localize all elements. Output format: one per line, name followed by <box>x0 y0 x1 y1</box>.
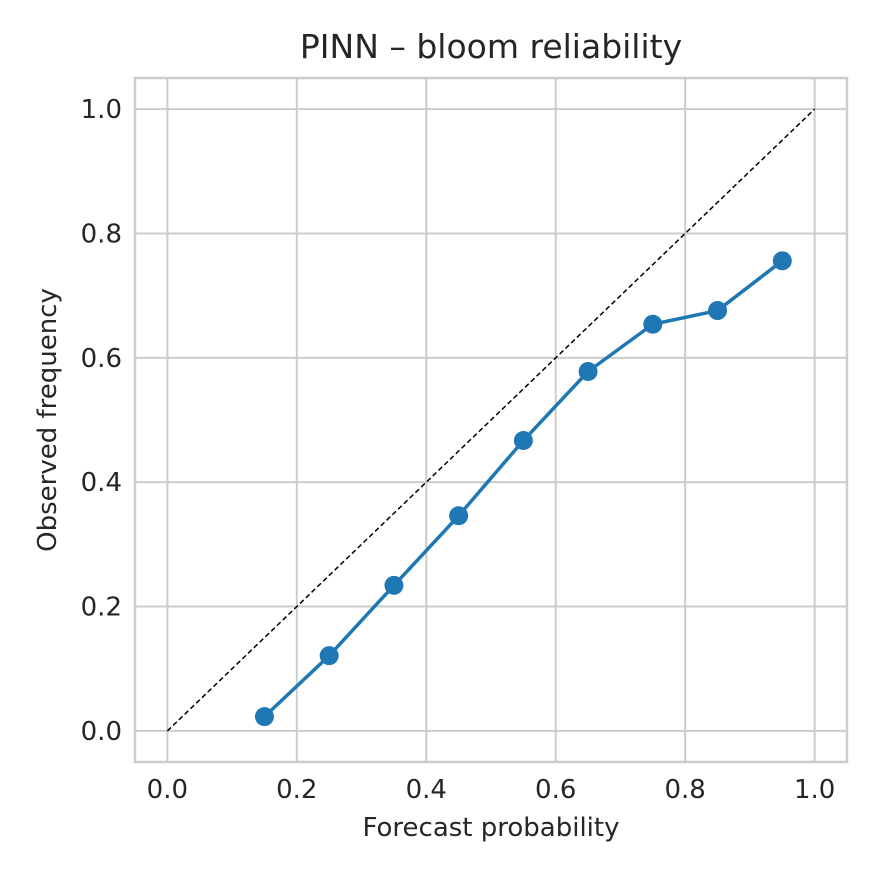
x-tick-label: 0.4 <box>406 775 447 805</box>
series-layer <box>254 251 792 727</box>
x-tick-label: 1.0 <box>794 775 835 805</box>
x-tick-label: 0.6 <box>535 775 576 805</box>
y-tick-label: 0.4 <box>81 468 122 498</box>
y-tick-label: 0.0 <box>81 717 122 747</box>
x-tick-label: 0.0 <box>147 775 188 805</box>
chart-title: PINN – bloom reliability <box>300 27 682 66</box>
y-axis-label: Observed frequency <box>33 288 63 552</box>
grid <box>135 78 847 762</box>
y-tick-label: 0.2 <box>81 593 122 623</box>
y-tick-label: 1.0 <box>81 95 122 125</box>
data-point <box>319 646 339 666</box>
data-point <box>513 431 533 451</box>
perfect-reliability-line <box>166 108 816 732</box>
data-point <box>578 361 598 381</box>
data-point <box>254 707 274 727</box>
x-axis-ticks: 0.0 0.2 0.4 0.6 0.8 1.0 <box>147 775 836 805</box>
x-tick-label: 0.8 <box>665 775 706 805</box>
x-axis-label: Forecast probability <box>362 813 619 843</box>
plot-frame <box>133 76 849 764</box>
data-point <box>384 575 404 595</box>
data-point <box>772 251 792 271</box>
y-tick-label: 0.6 <box>81 344 122 374</box>
reference-diagonal <box>166 108 816 732</box>
y-tick-label: 0.8 <box>81 219 122 249</box>
data-point <box>643 314 663 334</box>
data-point <box>708 301 728 321</box>
series-line <box>262 259 785 719</box>
data-point <box>449 506 469 526</box>
x-tick-label: 0.2 <box>276 775 317 805</box>
y-axis-ticks: 0.0 0.2 0.4 0.6 0.8 1.0 <box>81 95 122 747</box>
